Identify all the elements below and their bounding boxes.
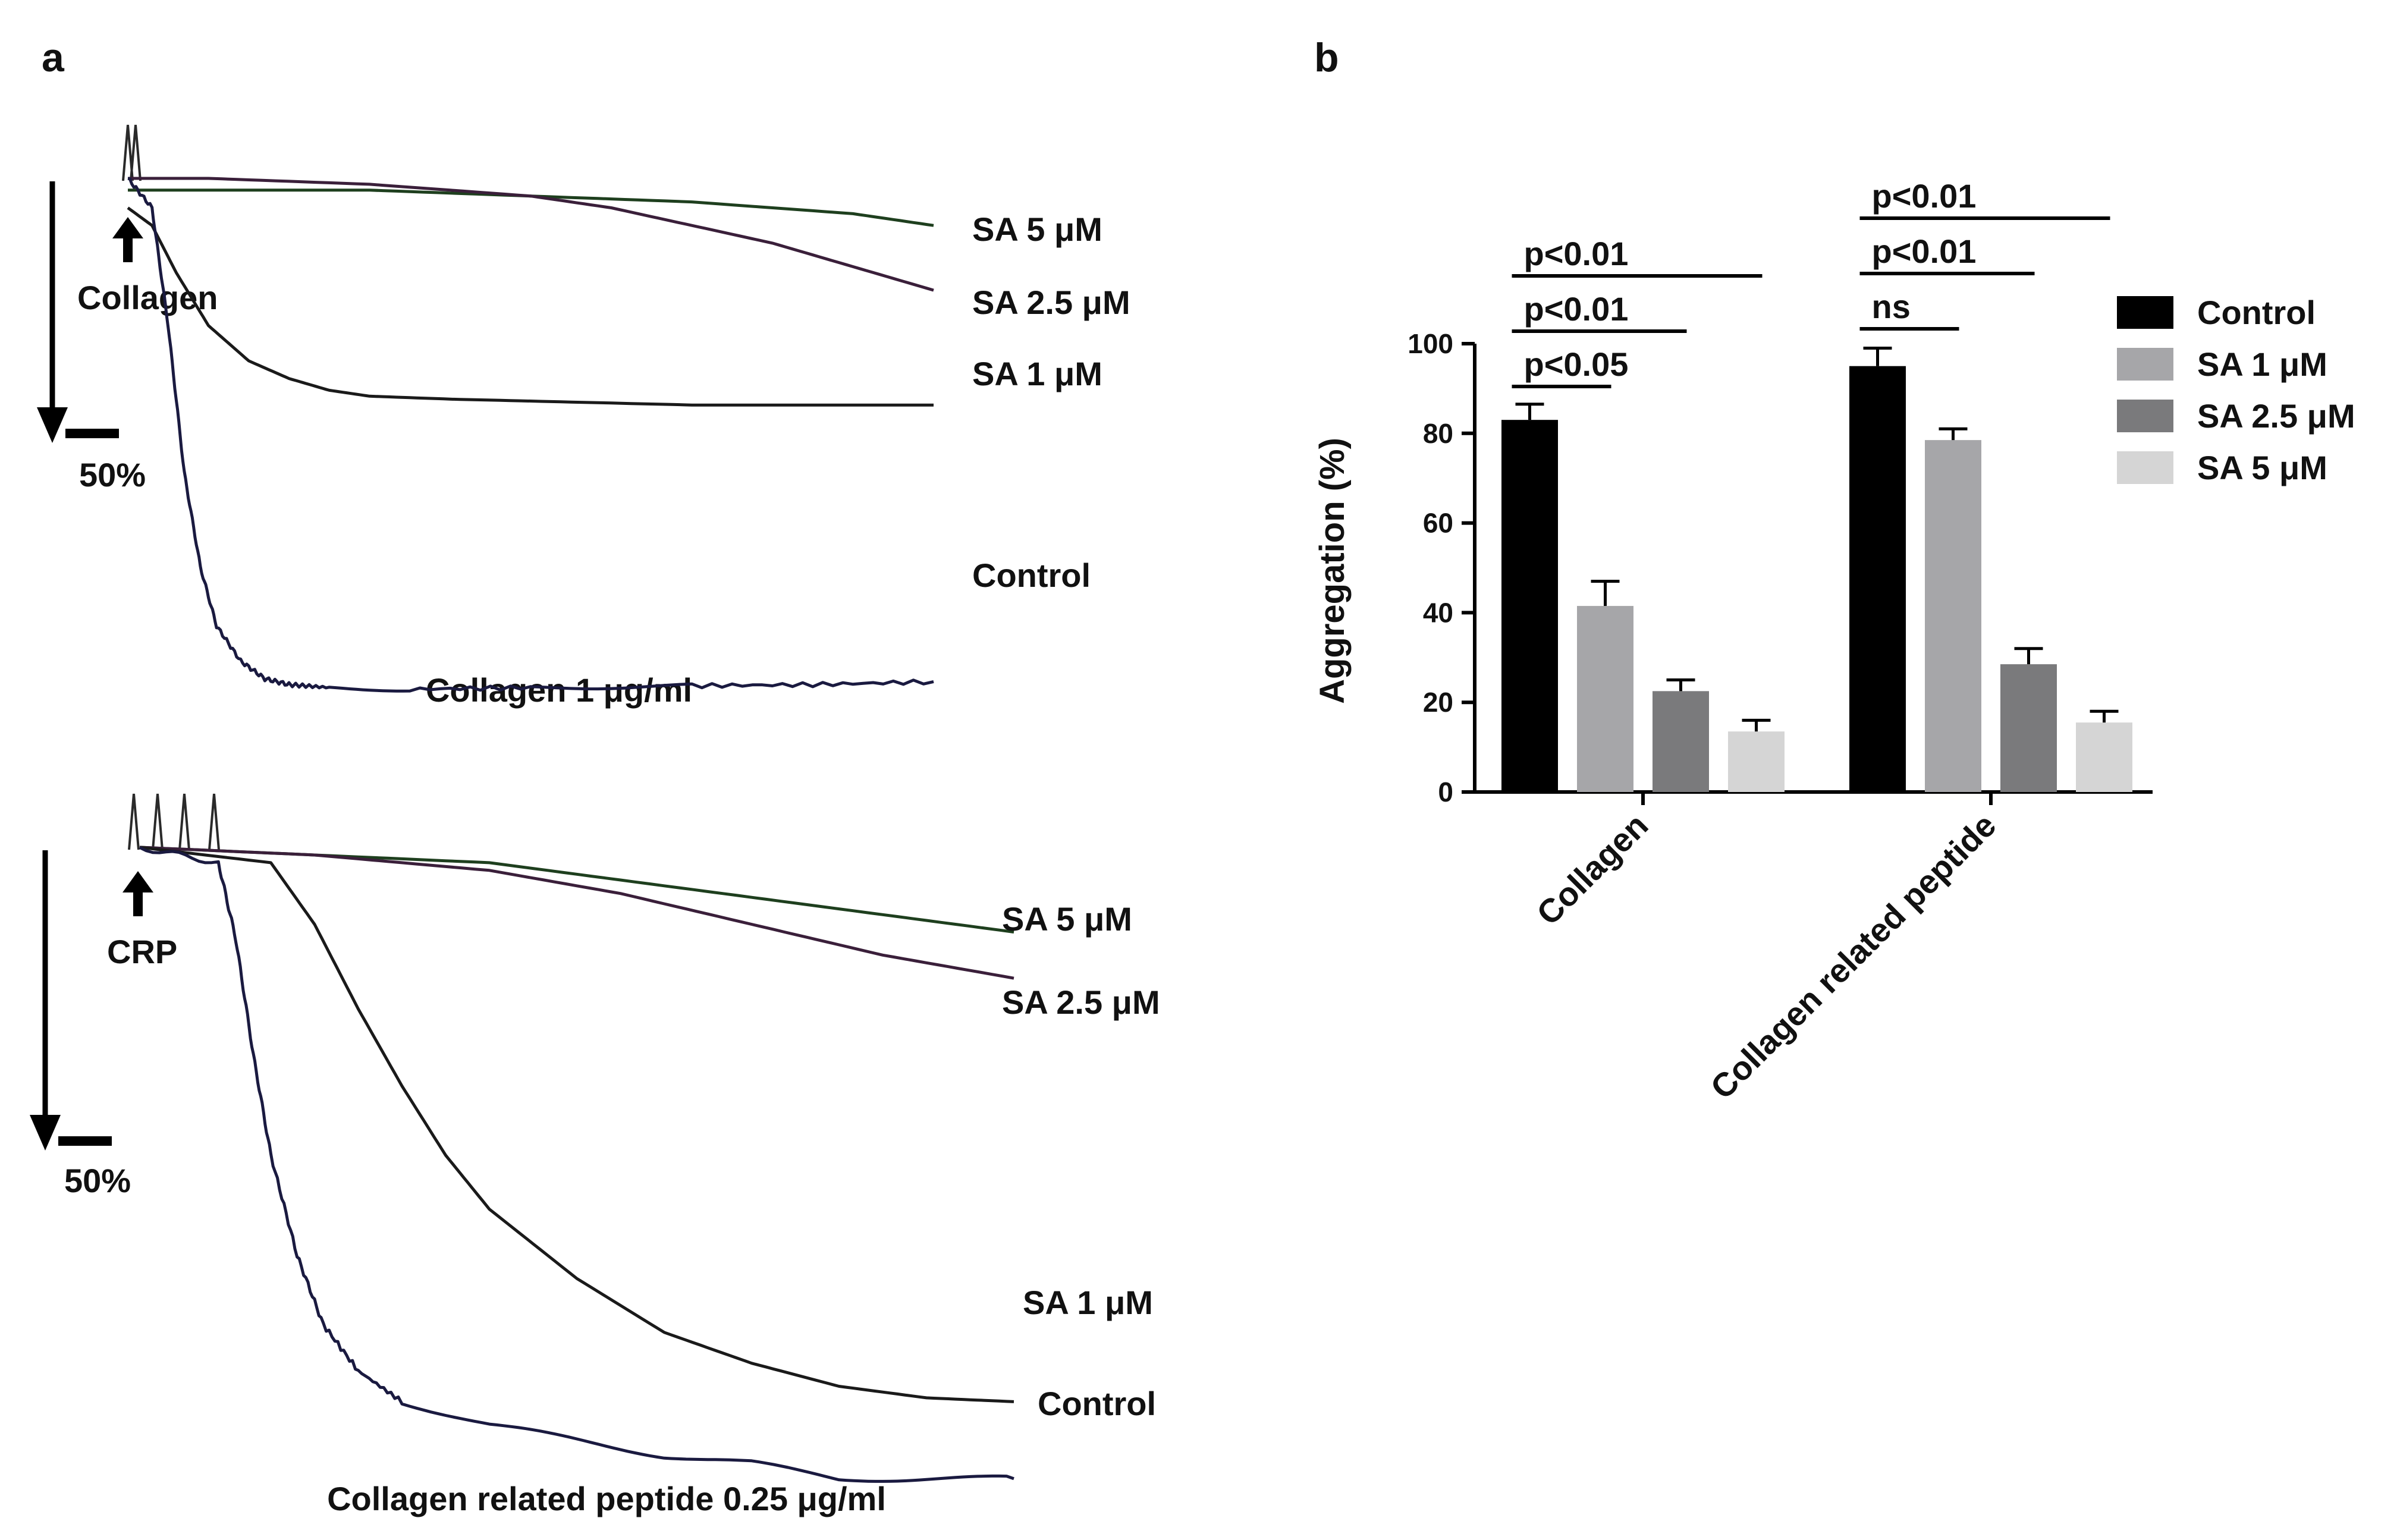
legend-swatch-sa-1-um	[2117, 348, 2173, 381]
y-tick-label: 20	[1423, 687, 1453, 718]
stimulus-arrow-head	[122, 871, 153, 892]
scale-bar	[65, 429, 119, 438]
legend-swatch-sa-2-5-um	[2117, 400, 2173, 432]
scale-arrow-head	[30, 1115, 61, 1151]
trace-label-sa-2-5-um: SA 2.5 μM	[1002, 983, 1160, 1021]
collagen-panel-title: Collagen 1 μg/ml	[426, 671, 692, 709]
y-tick-label: 0	[1438, 777, 1453, 807]
injection-spike	[122, 124, 134, 181]
legend-label-sa-5-um: SA 5 μM	[2197, 449, 2327, 486]
bar-collagen-sa-1-um	[1577, 606, 1633, 792]
trace-label-control: Control	[972, 557, 1091, 594]
y-tick-label: 80	[1423, 418, 1453, 449]
significance-label: p<0.01	[1872, 232, 1977, 270]
trace-sa-2-5-um	[139, 846, 1014, 980]
significance-label: p<0.01	[1524, 235, 1629, 272]
trace-label-sa-2-5-um: SA 2.5 μM	[972, 284, 1130, 321]
collagen-scale-label: 50%	[79, 456, 146, 494]
significance-label: ns	[1872, 288, 1911, 325]
trace-label-sa-5-um: SA 5 μM	[972, 210, 1102, 248]
panel-a-label: a	[42, 35, 65, 80]
bar-collagen-control	[1501, 420, 1558, 792]
injection-spike	[128, 793, 140, 850]
trace-label-control: Control	[1038, 1385, 1156, 1422]
trace-sa-1-um	[127, 206, 934, 407]
legend-swatch-sa-5-um	[2117, 451, 2173, 484]
trace-sa-5-um	[139, 846, 1014, 934]
legend-label-sa-2-5-um: SA 2.5 μM	[2197, 397, 2355, 435]
stimulus-arrow-shaft	[133, 889, 143, 916]
stimulus-arrow-head	[112, 217, 143, 238]
x-tick-label-collagen: Collagen	[1529, 806, 1655, 932]
legend-label-control: Control	[2197, 294, 2316, 331]
crp-scale-label: 50%	[64, 1162, 131, 1199]
crp-panel-title: Collagen related peptide 0.25 μg/ml	[327, 1480, 886, 1517]
trace-label-sa-1-um: SA 1 μM	[1023, 1284, 1153, 1321]
injection-spike	[178, 793, 190, 850]
injection-spike	[152, 793, 164, 850]
scale-arrow-head	[37, 407, 68, 443]
bar-collagen-related-peptide-sa-1-um	[1925, 440, 1981, 792]
trace-control	[127, 177, 934, 693]
trace-label-sa-5-um: SA 5 μM	[1002, 900, 1132, 938]
bar-collagen-sa-5-um	[1728, 731, 1785, 792]
trace-sa-1-um	[139, 846, 1014, 1403]
y-tick-label: 60	[1423, 508, 1453, 539]
trace-sa-2-5-um	[128, 177, 934, 292]
bar-collagen-related-peptide-sa-2-5-um	[2000, 664, 2057, 792]
scale-bar	[58, 1136, 112, 1146]
y-axis-label: Aggregation (%)	[1313, 438, 1352, 704]
bar-collagen-related-peptide-sa-5-um	[2076, 722, 2132, 792]
aggregation-bar-chart: Aggregation (%) 0 20 40 60 80 100 Collagen p<0.…	[1313, 177, 2355, 1106]
significance-label: p<0.01	[1524, 290, 1629, 328]
bar-collagen-sa-2-5-um	[1653, 691, 1709, 792]
panel-b-label: b	[1314, 35, 1339, 80]
crp-stimulus-label: CRP	[107, 933, 177, 970]
y-tick-label: 100	[1408, 328, 1453, 359]
significance-label: p<0.05	[1524, 345, 1629, 383]
bar-collagen-related-peptide-control	[1849, 366, 1906, 792]
significance-label: p<0.01	[1872, 177, 1977, 215]
legend-label-sa-1-um: SA 1 μM	[2197, 345, 2327, 383]
injection-spike	[130, 124, 142, 181]
collagen-trace-panel: Collagen 50% Collagen 1 μg/ml SA 5 μM SA …	[37, 124, 1130, 709]
trace-control	[139, 846, 1014, 1483]
y-tick-label: 40	[1423, 597, 1453, 628]
injection-spike	[208, 793, 220, 850]
crp-trace-panel: CRP 50% Collagen related peptide 0.25 μg…	[30, 793, 1160, 1517]
legend-swatch-control	[2117, 296, 2173, 329]
collagen-stimulus-label: Collagen	[77, 279, 218, 316]
stimulus-arrow-shaft	[123, 235, 133, 262]
x-tick-label-collagen-related-peptide: Collagen related peptide	[1703, 806, 2003, 1106]
trace-label-sa-1-um: SA 1 μM	[972, 355, 1102, 392]
